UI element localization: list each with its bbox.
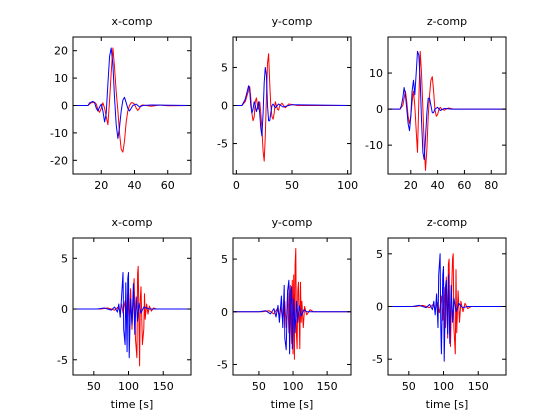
y-tick-label: -5 (57, 354, 68, 367)
series-line-2 (388, 50, 506, 161)
x-tick-label: 100 (337, 179, 358, 192)
subplot-2: 0 50 100 -5 0 5 y-comp (217, 15, 358, 192)
y-tick-label: -10 (50, 127, 68, 140)
x-tick-label: 40 (431, 179, 445, 192)
y-tick-label: -5 (217, 358, 228, 371)
x-tick-label: 100 (283, 380, 304, 393)
y-tick-label: 0 (61, 303, 68, 316)
y-tick-label: 0 (221, 306, 228, 319)
x-tick-label: 50 (402, 380, 416, 393)
x-tick-label: 60 (161, 179, 175, 192)
y-tick-label: 0 (376, 301, 383, 314)
subplot-title: z-comp (427, 216, 467, 229)
x-tick-label: 20 (404, 179, 418, 192)
x-axis-label: time [s] (111, 398, 154, 411)
y-tick-label: -20 (50, 154, 68, 167)
y-tick-label: 10 (54, 72, 68, 85)
y-tick-label: 5 (221, 61, 228, 74)
x-tick-label: 150 (468, 380, 489, 393)
x-tick-label: 20 (94, 179, 108, 192)
subplot-5: 50 100 150 -5 0 5 y-comp time [s] (217, 216, 352, 411)
y-tick-label: -5 (372, 353, 383, 366)
x-tick-label: 100 (433, 380, 454, 393)
x-tick-label: 40 (127, 179, 141, 192)
y-tick-label: 0 (376, 103, 383, 116)
subplot-1: 20 40 60 -20 -10 0 10 20 x-comp (50, 15, 192, 192)
subplot-title: x-comp (112, 15, 153, 28)
series-line-2 (388, 253, 506, 362)
series-line-2 (233, 66, 351, 137)
x-tick-label: 100 (118, 380, 139, 393)
subplot-title: y-comp (272, 216, 313, 229)
x-tick-label: 0 (233, 179, 240, 192)
x-tick-label: 150 (153, 380, 174, 393)
x-axis-label: time [s] (426, 398, 469, 411)
x-tick-label: 60 (457, 179, 471, 192)
plot-frame (72, 237, 192, 376)
x-tick-label: 50 (285, 179, 299, 192)
y-tick-label: 0 (61, 100, 68, 113)
y-tick-label: -10 (365, 139, 383, 152)
x-tick-label: 50 (87, 380, 101, 393)
y-tick-label: -5 (217, 138, 228, 151)
y-tick-label: 20 (54, 45, 68, 58)
x-tick-label: 150 (317, 380, 338, 393)
subplot-4: 50 100 150 -5 0 5 x-comp time [s] (57, 216, 192, 411)
y-tick-label: 5 (221, 253, 228, 266)
series-line-2 (233, 279, 351, 355)
y-tick-label: 5 (376, 248, 383, 261)
x-tick-label: 50 (252, 380, 266, 393)
series-line-2 (73, 272, 191, 359)
subplot-title: z-comp (427, 15, 467, 28)
subplot-title: x-comp (112, 216, 153, 229)
x-tick-label: 80 (484, 179, 498, 192)
y-tick-label: 0 (221, 100, 228, 113)
y-tick-label: 10 (369, 67, 383, 80)
x-axis-label: time [s] (271, 398, 314, 411)
subplot-3: 20 40 60 80 -10 0 10 z-comp (365, 15, 507, 192)
y-tick-label: 5 (61, 252, 68, 265)
subplot-6: 50 100 150 -5 0 5 z-comp time [s] (372, 216, 507, 411)
plot-frame (387, 36, 507, 175)
series-line-2 (73, 47, 191, 139)
subplot-title: y-comp (272, 15, 313, 28)
